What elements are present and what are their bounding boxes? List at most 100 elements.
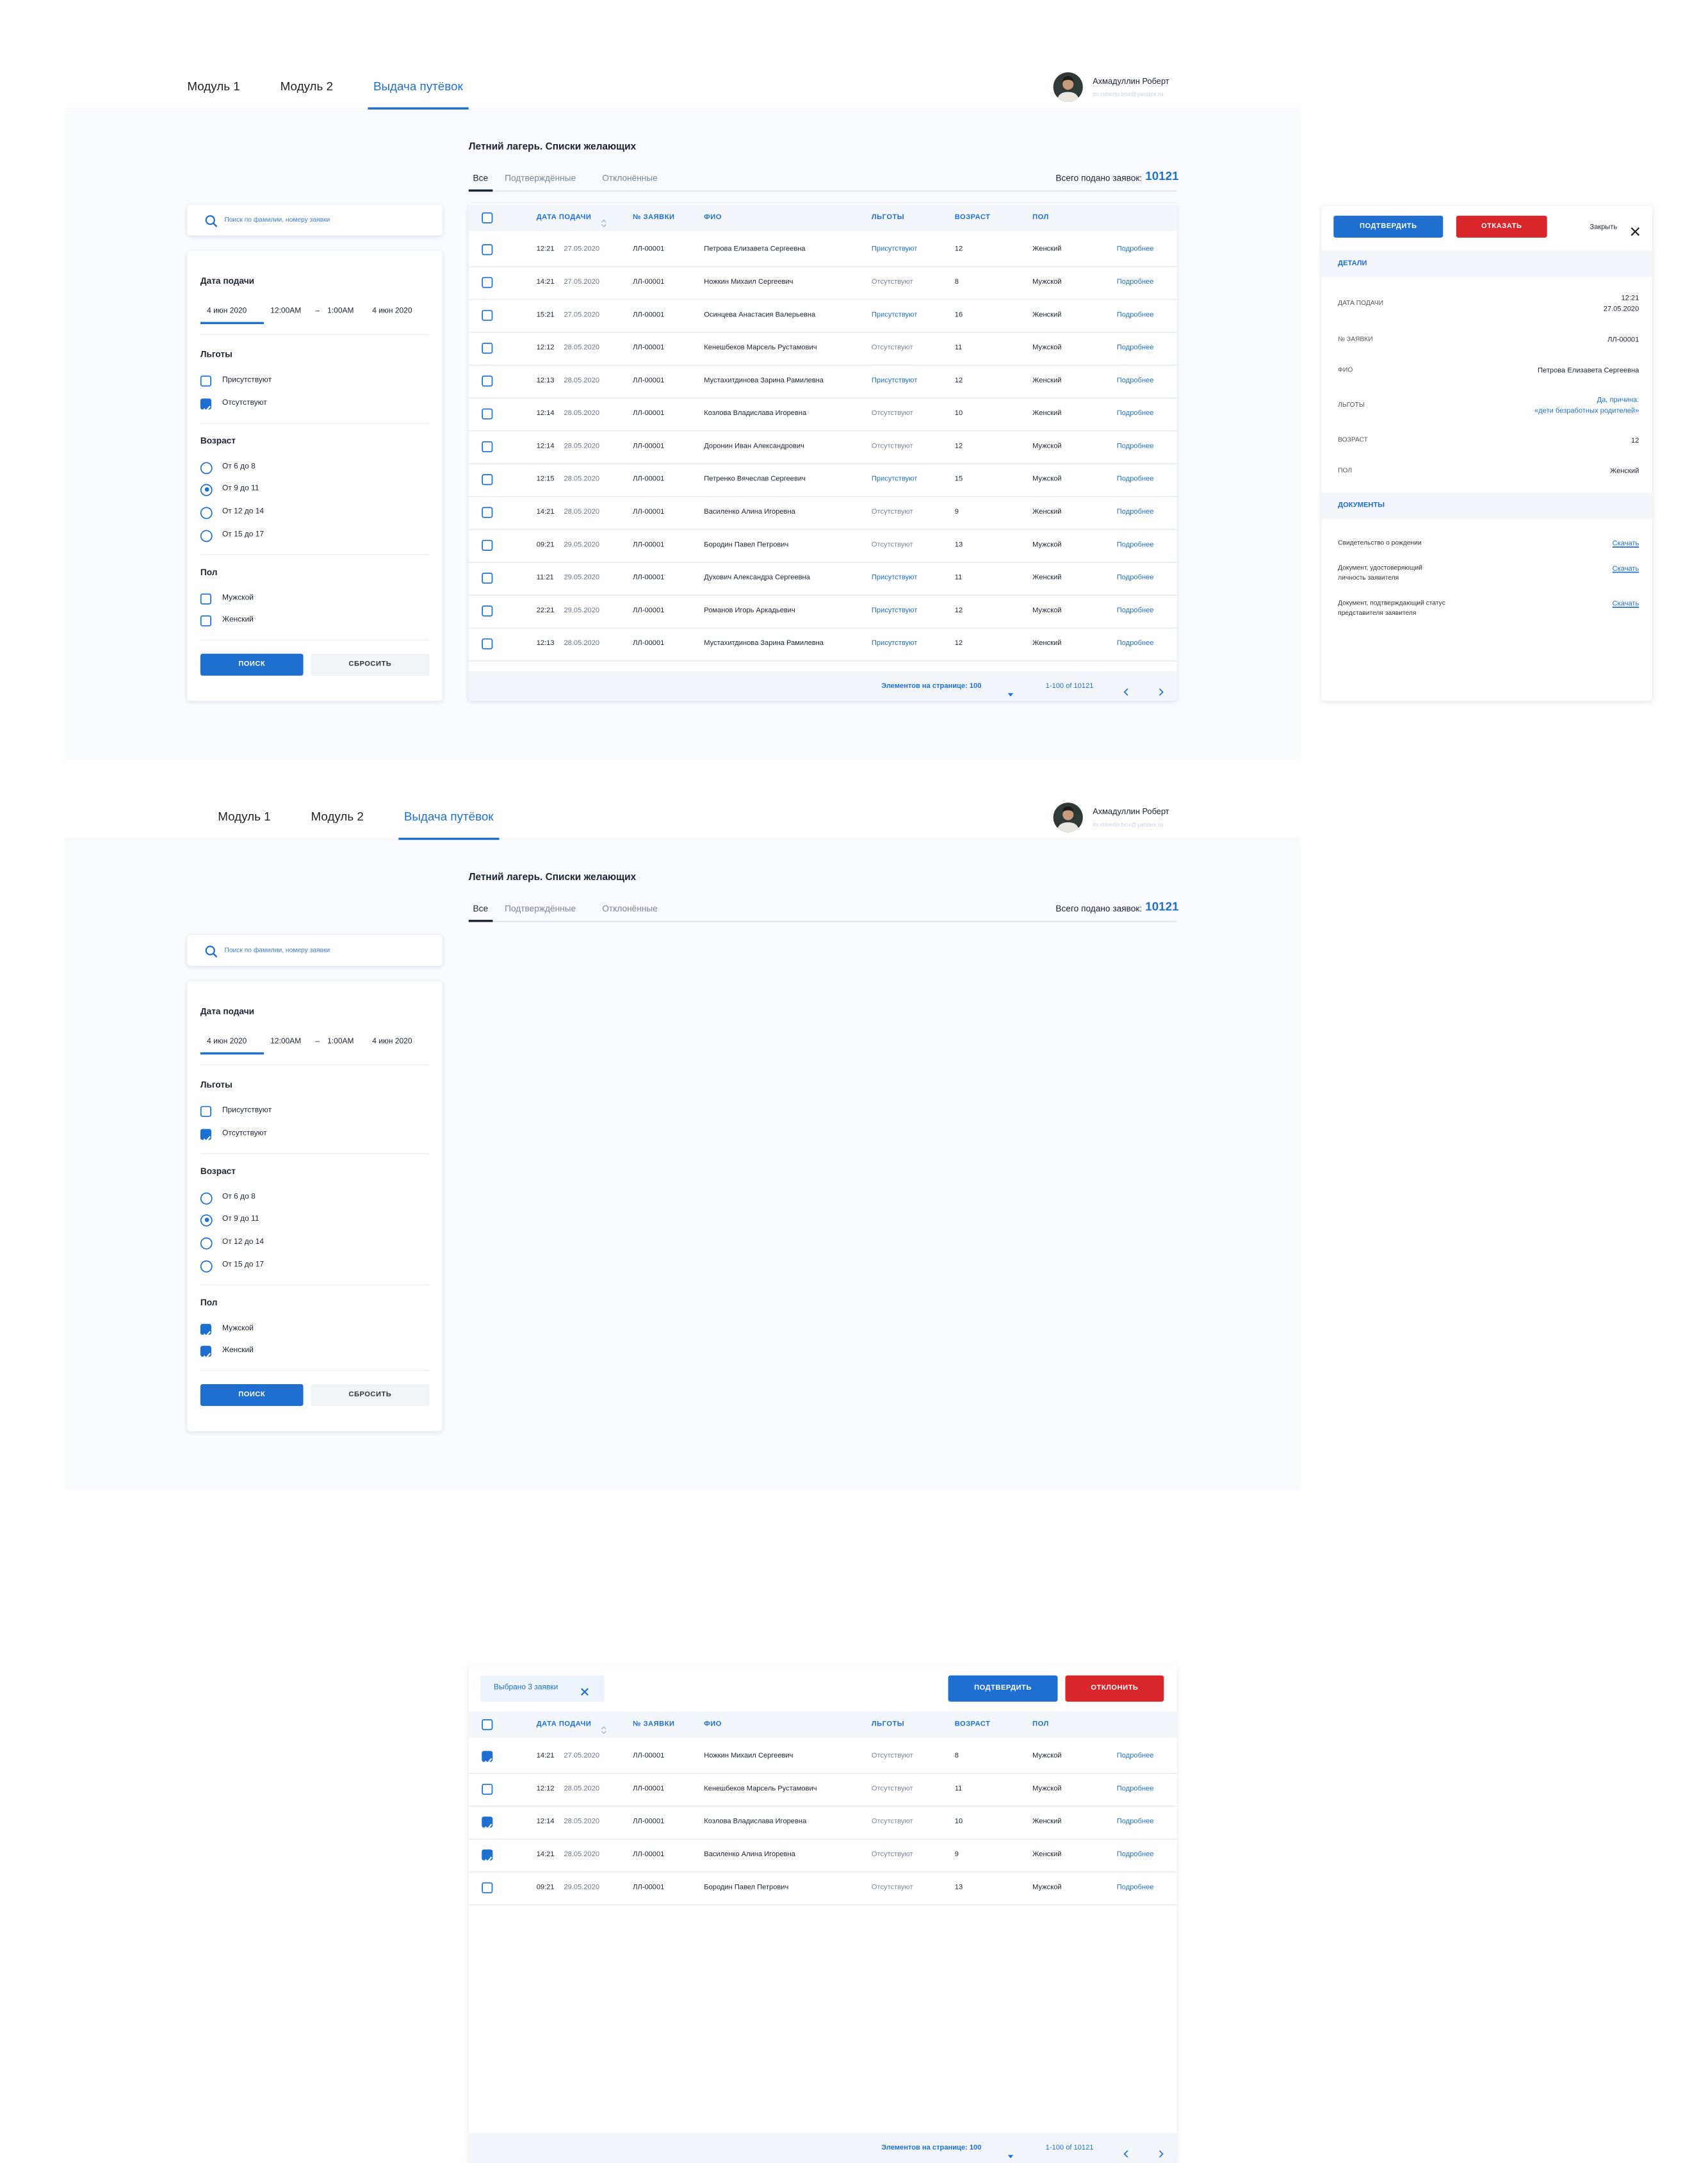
reset-button[interactable]: СБРОСИТЬ bbox=[311, 653, 430, 676]
checkbox[interactable] bbox=[482, 244, 493, 256]
date-to[interactable]: 4 июн 2020 bbox=[372, 307, 412, 316]
tab[interactable]: Все bbox=[473, 903, 489, 914]
tab[interactable]: Отклонённые bbox=[602, 903, 658, 914]
details-link[interactable]: Подробнее bbox=[1116, 1850, 1154, 1859]
filter-option[interactable]: Женский bbox=[222, 616, 254, 624]
details-link[interactable]: Подробнее bbox=[1116, 1883, 1154, 1891]
page-arrow[interactable] bbox=[1159, 682, 1164, 696]
checkbox[interactable] bbox=[482, 1751, 493, 1765]
tab[interactable]: Подтверждённые bbox=[505, 903, 576, 914]
confirm-button[interactable]: ПОДТВЕРДИТЬ bbox=[1333, 215, 1444, 238]
checkbox[interactable] bbox=[482, 375, 493, 387]
filter-option[interactable]: От 15 до 17 bbox=[222, 530, 264, 539]
page-arrow[interactable] bbox=[1123, 682, 1129, 696]
column-header[interactable]: ДАТА ПОДАЧИ bbox=[536, 213, 592, 222]
time-to[interactable]: 1:00AM bbox=[327, 307, 354, 316]
details-link[interactable]: Подробнее bbox=[1116, 607, 1154, 615]
confirm-button[interactable]: ПОДТВЕРДИТЬ bbox=[948, 1675, 1058, 1702]
checkbox[interactable] bbox=[482, 507, 493, 518]
details-link[interactable]: Подробнее bbox=[1116, 1818, 1154, 1826]
checkbox[interactable] bbox=[482, 1719, 493, 1731]
download-link[interactable]: Скачать bbox=[1612, 540, 1639, 548]
page-arrow[interactable] bbox=[1123, 2144, 1129, 2158]
checkbox[interactable] bbox=[200, 593, 211, 605]
filter-option[interactable]: От 9 до 11 bbox=[222, 485, 259, 493]
search-button[interactable]: ПОИСК bbox=[200, 653, 304, 676]
search-box[interactable]: Поиск по фамилии, номеру заявки bbox=[187, 204, 443, 236]
filter-option[interactable]: От 6 до 8 bbox=[222, 1193, 256, 1202]
checkbox[interactable] bbox=[482, 343, 493, 354]
radio[interactable] bbox=[200, 1214, 213, 1226]
filter-option[interactable]: Мужской bbox=[222, 1325, 254, 1333]
filter-option[interactable]: Отсутствуют bbox=[222, 1129, 267, 1138]
reject-button[interactable]: ОТКАЗАТЬ bbox=[1456, 215, 1547, 238]
time-from[interactable]: 12:00AM bbox=[270, 307, 302, 316]
date-to[interactable]: 4 июн 2020 bbox=[372, 1038, 412, 1046]
checkbox[interactable] bbox=[482, 539, 493, 551]
filter-option[interactable]: От 6 до 8 bbox=[222, 462, 256, 471]
filter-option[interactable]: От 12 до 14 bbox=[222, 507, 264, 516]
close-icon[interactable] bbox=[1631, 222, 1640, 236]
checkbox[interactable] bbox=[482, 638, 493, 649]
tab[interactable]: Отклонённые bbox=[602, 173, 658, 183]
search-box[interactable]: Поиск по фамилии, номеру заявки bbox=[187, 935, 443, 966]
nav-tab[interactable]: Модуль 1 bbox=[187, 80, 240, 94]
radio[interactable] bbox=[200, 1191, 213, 1204]
reset-button[interactable]: СБРОСИТЬ bbox=[311, 1384, 430, 1407]
checkbox[interactable] bbox=[482, 309, 493, 321]
details-link[interactable]: Подробнее bbox=[1116, 475, 1154, 484]
radio[interactable] bbox=[200, 529, 213, 542]
radio[interactable] bbox=[200, 506, 213, 519]
checkbox[interactable] bbox=[200, 1129, 211, 1143]
checkbox[interactable] bbox=[200, 1323, 211, 1337]
details-link[interactable]: Подробнее bbox=[1116, 1784, 1154, 1793]
checkbox[interactable] bbox=[200, 615, 211, 626]
checkbox[interactable] bbox=[482, 212, 493, 224]
details-link[interactable]: Подробнее bbox=[1116, 508, 1154, 516]
page-size[interactable]: Элементов на странице: 100 bbox=[881, 682, 982, 690]
tab[interactable]: Подтверждённые bbox=[505, 173, 576, 183]
filter-option[interactable]: Отсутствуют bbox=[222, 399, 267, 407]
time-from[interactable]: 12:00AM bbox=[270, 1038, 302, 1046]
checkbox[interactable] bbox=[200, 375, 211, 387]
search-button-label[interactable]: ПОИСК bbox=[238, 660, 266, 669]
confirm-button-label[interactable]: ПОДТВЕРДИТЬ bbox=[974, 1684, 1032, 1692]
close-label[interactable]: Закрыть bbox=[1590, 223, 1618, 231]
checkbox[interactable] bbox=[482, 1816, 493, 1831]
nav-tab[interactable]: Выдача путёвок bbox=[373, 80, 463, 94]
nav-tab[interactable]: Модуль 2 bbox=[311, 810, 364, 824]
reset-button-label[interactable]: СБРОСИТЬ bbox=[348, 1391, 392, 1399]
time-to[interactable]: 1:00AM bbox=[327, 1038, 354, 1046]
checkbox[interactable] bbox=[482, 277, 493, 288]
reset-button-label[interactable]: СБРОСИТЬ bbox=[348, 660, 392, 669]
reject-button-label[interactable]: ОТКАЗАТЬ bbox=[1481, 222, 1522, 231]
filter-option[interactable]: От 15 до 17 bbox=[222, 1261, 264, 1269]
checkbox[interactable] bbox=[482, 1849, 493, 1863]
date-from[interactable]: 4 июн 2020 bbox=[207, 1038, 247, 1046]
nav-tab[interactable]: Выдача путёвок bbox=[403, 810, 494, 824]
checkbox[interactable] bbox=[482, 474, 493, 486]
filter-option[interactable]: Женский bbox=[222, 1346, 254, 1355]
checkbox[interactable] bbox=[200, 1106, 211, 1117]
filter-option[interactable]: Присутствуют bbox=[222, 376, 272, 384]
clear-selection[interactable] bbox=[579, 1683, 590, 1696]
checkbox[interactable] bbox=[482, 605, 493, 617]
checkbox[interactable] bbox=[200, 1346, 211, 1359]
radio[interactable] bbox=[200, 483, 213, 496]
checkbox[interactable] bbox=[200, 398, 211, 412]
radio[interactable] bbox=[200, 461, 213, 474]
column-header[interactable]: ДАТА ПОДАЧИ bbox=[536, 1720, 592, 1728]
details-link[interactable]: Подробнее bbox=[1116, 311, 1154, 319]
details-link[interactable]: Подробнее bbox=[1116, 245, 1154, 254]
page-arrow[interactable] bbox=[1159, 2144, 1164, 2158]
details-link[interactable]: Подробнее bbox=[1116, 639, 1154, 648]
search-button[interactable]: ПОИСК bbox=[200, 1384, 304, 1407]
details-link[interactable]: Подробнее bbox=[1116, 343, 1154, 352]
details-link[interactable]: Подробнее bbox=[1116, 574, 1154, 582]
details-link[interactable]: Подробнее bbox=[1116, 409, 1154, 418]
details-link[interactable]: Подробнее bbox=[1116, 1752, 1154, 1760]
checkbox[interactable] bbox=[482, 573, 493, 584]
radio[interactable] bbox=[200, 1259, 213, 1272]
filter-option[interactable]: Присутствуют bbox=[222, 1107, 272, 1115]
confirm-button-label[interactable]: ПОДТВЕРДИТЬ bbox=[1359, 222, 1417, 231]
